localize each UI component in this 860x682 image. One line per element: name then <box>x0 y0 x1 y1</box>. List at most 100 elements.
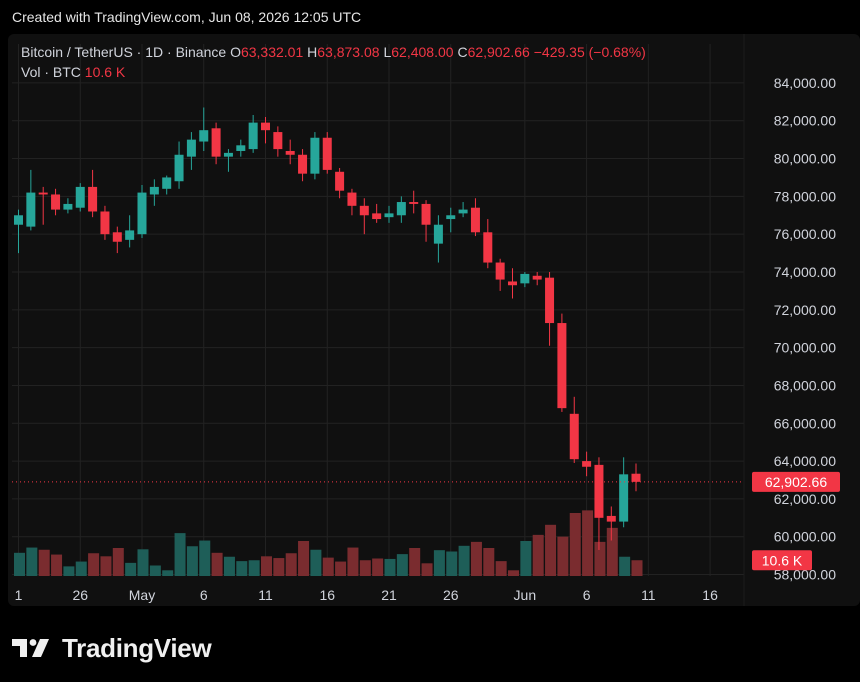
volume-bar <box>606 527 618 576</box>
last-price-tag-label: 62,902.66 <box>765 474 827 490</box>
volume-bar <box>508 570 519 576</box>
candle-body <box>273 132 283 150</box>
tradingview-wordmark: TradingView <box>62 632 212 663</box>
x-tick-label: 11 <box>641 587 656 603</box>
x-tick-label: 26 <box>72 587 88 603</box>
y-tick-label: 62,000.00 <box>774 491 836 507</box>
created-with-banner: Created with TradingView.com, Jun 08, 20… <box>0 0 860 34</box>
volume-bar <box>100 556 112 576</box>
candle-body <box>606 515 616 522</box>
candle-body <box>298 154 308 174</box>
volume-bar <box>285 553 297 576</box>
chart-panel[interactable]: 84,000.00 82,000.00 80,000.00 78,000.00 76,0… <box>8 34 860 606</box>
open-label: O <box>230 44 241 60</box>
candle-body <box>14 215 23 225</box>
y-tick-label: 72,000.00 <box>774 302 836 318</box>
volume-bar <box>261 556 272 576</box>
tradingview-logo-icon <box>12 639 49 657</box>
low-value: 62,408.00 <box>391 44 454 60</box>
candle-body <box>557 323 567 409</box>
candle-body <box>396 202 406 216</box>
volume-bar <box>88 553 100 576</box>
candle-body <box>236 145 246 151</box>
y-tick-label: 68,000.00 <box>774 377 836 393</box>
volume-bar <box>396 554 408 576</box>
volume-bar <box>211 552 223 576</box>
candle-body <box>433 224 443 244</box>
candle-body <box>125 230 135 240</box>
candle-body <box>495 262 505 280</box>
y-tick-label: 74,000.00 <box>774 264 836 280</box>
candle-body <box>619 474 629 522</box>
candle-body <box>63 203 73 210</box>
legend-ohlc-row: Bitcoin / TetherUS · 1D · Binance O63,33… <box>21 42 646 62</box>
open-value: 63,332.01 <box>240 44 304 60</box>
candle-body <box>532 275 542 280</box>
candle-body <box>594 464 604 518</box>
candle-body <box>458 209 468 214</box>
volume-bar <box>38 549 50 576</box>
volume-bar <box>223 556 235 576</box>
candle-body <box>520 273 530 284</box>
candle-body <box>162 177 172 189</box>
symbol-label[interactable]: Bitcoin / TetherUS · 1D · Binance <box>21 44 227 60</box>
volume-bar <box>409 548 421 576</box>
candle-body <box>112 232 122 242</box>
candle-body <box>421 203 431 225</box>
volume-bar <box>520 541 532 576</box>
volume-bar <box>582 510 594 576</box>
volume-bar <box>322 557 334 576</box>
candle-body <box>223 152 233 157</box>
volume-bar <box>532 534 544 576</box>
volume-bar <box>186 546 198 576</box>
candle-body <box>446 215 456 220</box>
volume-bar <box>51 554 63 576</box>
volume-bar <box>458 545 470 576</box>
volume-bar <box>174 533 186 576</box>
candle-body <box>137 192 147 235</box>
y-tick-label: 66,000.00 <box>774 415 836 431</box>
high-label: H <box>307 44 318 60</box>
candle-body <box>483 232 493 263</box>
volume-bar <box>14 552 25 576</box>
candle-body <box>186 139 196 157</box>
volume-bar <box>335 561 347 576</box>
x-tick-label: 21 <box>381 587 397 603</box>
high-value: 63,873.08 <box>317 44 380 60</box>
x-tick-label: 11 <box>258 587 273 603</box>
candle-body <box>569 413 579 460</box>
volume-bar <box>149 565 161 576</box>
volume-bar <box>483 548 495 576</box>
candle-body <box>545 277 555 324</box>
candle-body <box>149 186 159 195</box>
x-tick-label: 1 <box>15 587 23 603</box>
volume-tag <box>752 550 812 571</box>
legend-volume-row: Vol · BTC 10.6 K <box>21 62 646 82</box>
candle-body <box>631 473 641 482</box>
volume-bar <box>359 560 371 576</box>
candle-body <box>174 154 184 182</box>
volume-bar <box>298 541 310 576</box>
y-tick-label: 58,000.00 <box>774 567 836 583</box>
volume-bar <box>384 558 396 576</box>
candle-body <box>248 122 258 150</box>
candlestick-chart[interactable]: 84,000.00 82,000.00 80,000.00 78,000.00 76,0… <box>8 34 860 606</box>
volume-bar <box>421 563 433 576</box>
volume-bar <box>137 549 149 576</box>
candle-body <box>384 213 394 218</box>
volume-bar <box>125 562 137 576</box>
candle-body <box>38 192 48 195</box>
candle-body <box>310 137 320 174</box>
candle-body <box>285 150 295 155</box>
x-tick-label: 6 <box>583 587 591 603</box>
volume-bar <box>236 561 248 576</box>
x-tick-label: May <box>129 587 155 603</box>
low-label: L <box>383 44 392 60</box>
volume-bar <box>112 548 124 576</box>
candle-body <box>75 186 85 208</box>
volume-bar <box>75 561 87 576</box>
candle-body <box>261 122 270 131</box>
volume-value: 10.6 K <box>84 64 126 80</box>
x-tick-label: Jun <box>514 587 537 603</box>
volume-bar <box>619 556 631 576</box>
